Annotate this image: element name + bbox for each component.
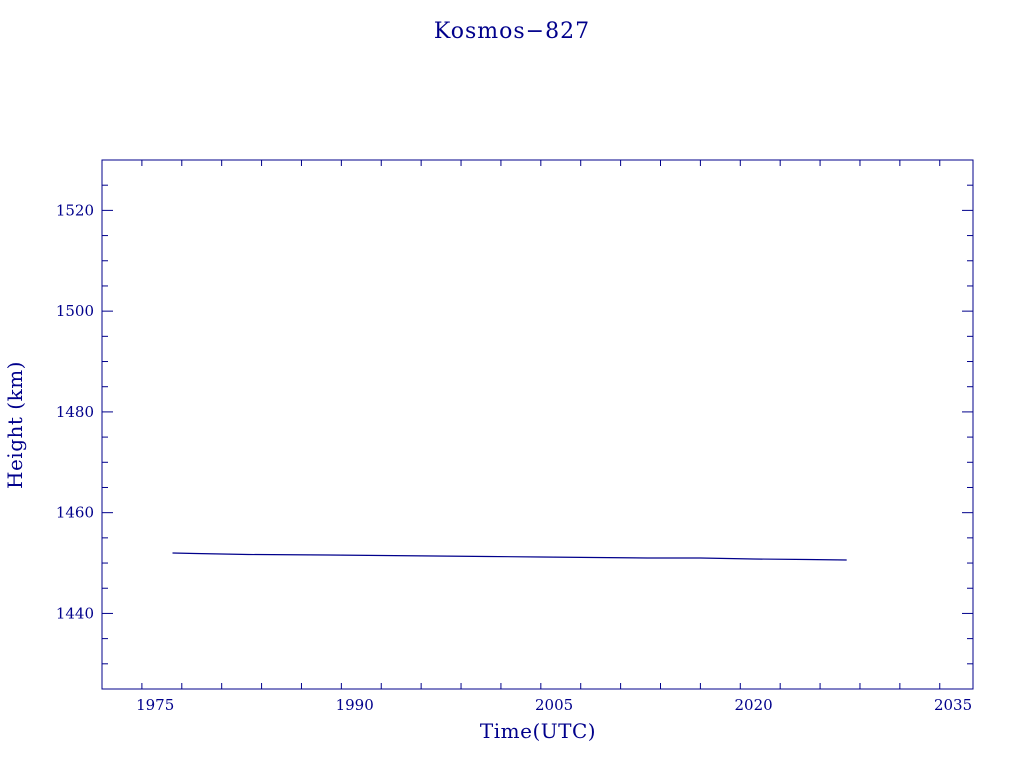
plot-frame xyxy=(101,159,974,690)
x-tick-label: 2020 xyxy=(734,696,772,714)
y-tick-label: 1520 xyxy=(56,201,94,219)
series-line-0 xyxy=(172,552,847,561)
y-tick-label: 1440 xyxy=(56,604,94,622)
x-tick-label: 1975 xyxy=(136,696,174,714)
axis-ticks xyxy=(101,159,973,690)
y-tick-label: 1500 xyxy=(56,302,94,320)
x-tick-label: 2005 xyxy=(535,696,573,714)
series-layer xyxy=(172,552,847,561)
x-tick-label: 1990 xyxy=(336,696,374,714)
chart-title: Kosmos−827 xyxy=(434,19,590,44)
y-tick-label: 1460 xyxy=(56,504,94,522)
y-axis-label: Height (km) xyxy=(3,361,27,489)
axis-tick-labels: 1975 1990 2005 2020 2035 1440 1460 1480 1500 1520 xyxy=(56,201,972,714)
x-tick-label: 2035 xyxy=(934,696,972,714)
x-axis-label: Time(UTC) xyxy=(480,719,596,743)
y-tick-label: 1480 xyxy=(56,403,94,421)
